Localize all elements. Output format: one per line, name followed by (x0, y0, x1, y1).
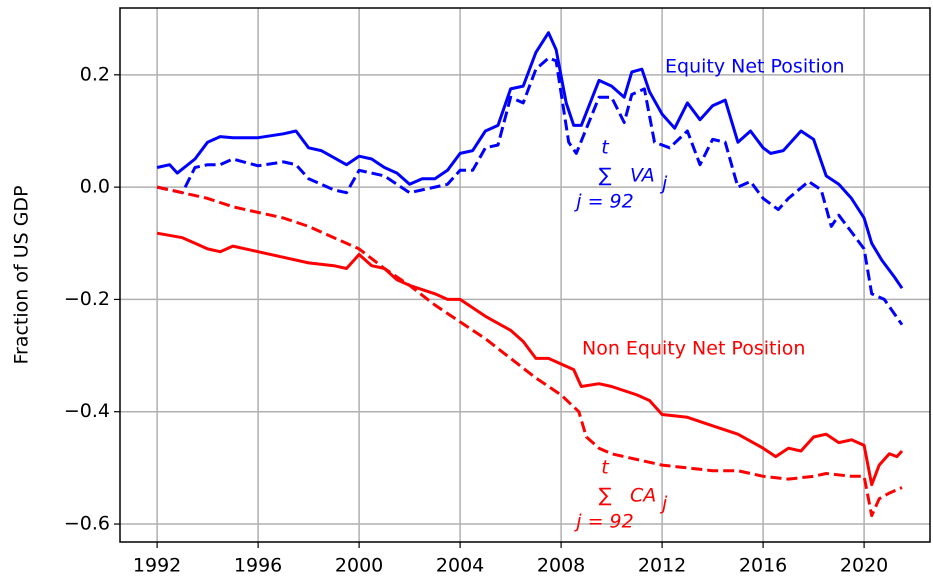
annotation: Non Equity Net Position (582, 338, 805, 360)
line-series (156, 56, 904, 326)
y-axis-label: Fraction of US GDP (11, 185, 33, 364)
y-tick-label: −0.4 (64, 400, 110, 422)
y-tick-label: −0.2 (64, 288, 110, 310)
x-tick-label: 2012 (638, 555, 686, 577)
x-tick-label: 1992 (133, 555, 181, 577)
x-tick-label: 2004 (436, 555, 484, 577)
y-tick-label: 0.2 (80, 63, 110, 85)
sum-index: j (659, 173, 668, 195)
sum-index: j (659, 493, 668, 515)
x-tick-label: 2008 (537, 555, 585, 577)
line-series (156, 185, 903, 518)
line-series (156, 231, 904, 487)
sum-upper: t (601, 457, 610, 479)
y-tick-label: 0.0 (80, 176, 110, 198)
sum-term: VA (630, 165, 655, 187)
plot-frame (119, 7, 931, 543)
y-tick-label: −0.6 (64, 513, 110, 535)
sum-symbol: ∑ (599, 165, 612, 187)
x-tick-label: 2000 (335, 555, 383, 577)
line-series (156, 31, 904, 290)
sum-lower: j = 92 (573, 511, 633, 533)
x-tick-label: 1996 (234, 555, 282, 577)
sum-upper: t (601, 137, 610, 159)
sum-lower: j = 92 (573, 191, 633, 213)
sum-symbol: ∑ (599, 485, 612, 507)
annotation: Equity Net Position (665, 56, 845, 78)
x-tick-label: 2016 (739, 555, 787, 577)
x-tick-label: 2020 (840, 555, 888, 577)
sum-term: CA (630, 485, 656, 507)
